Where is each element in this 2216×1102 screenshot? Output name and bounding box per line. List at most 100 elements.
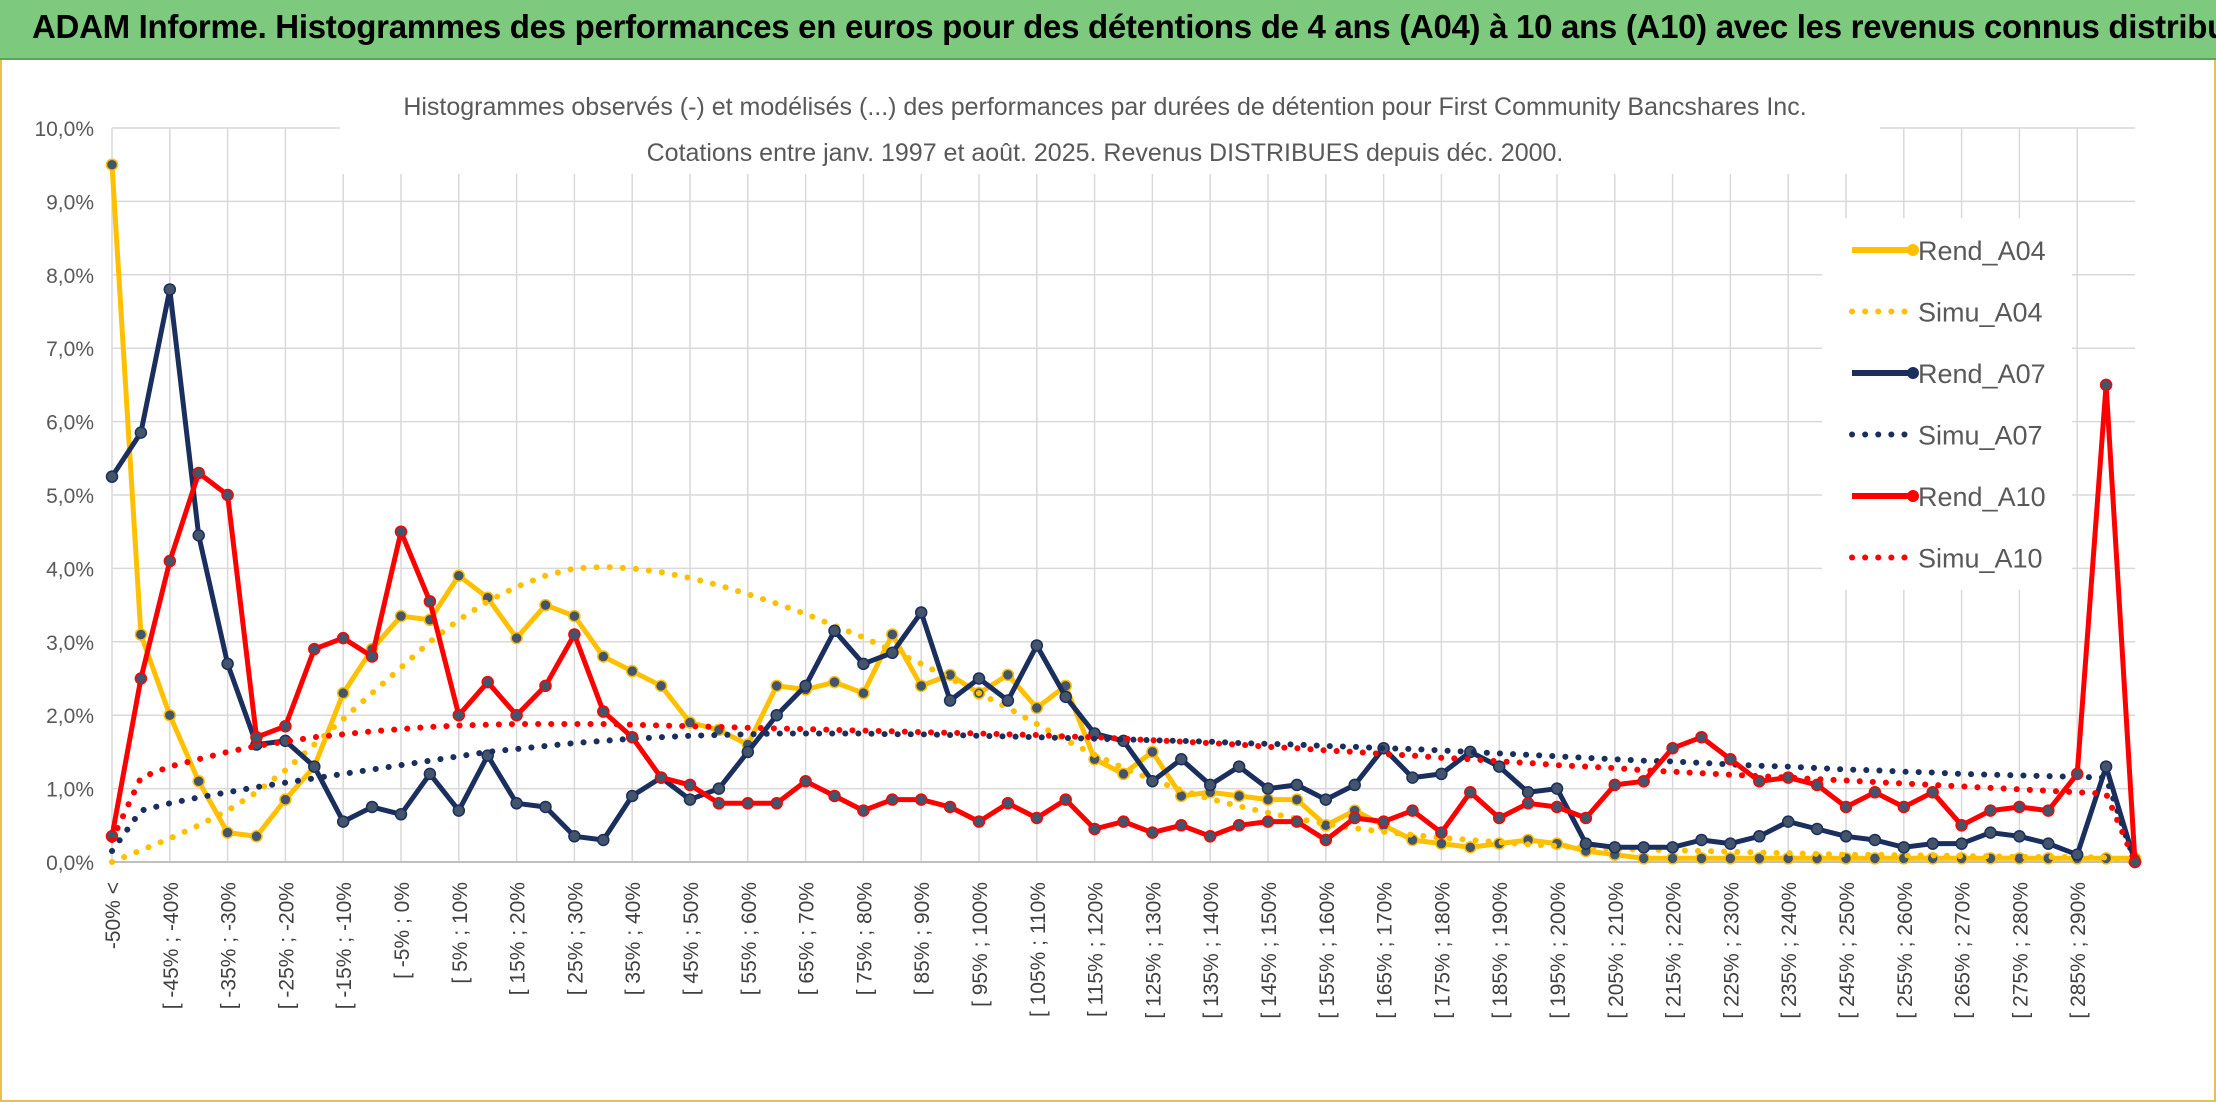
data-point <box>1175 789 1188 803</box>
data-point <box>1348 811 1361 825</box>
y-tick-label: 1,0% <box>46 779 94 802</box>
y-tick-label: 9,0% <box>46 191 94 214</box>
data-point <box>828 624 841 638</box>
data-point <box>712 797 726 810</box>
series-Rend_A10 <box>105 378 2142 869</box>
data-point <box>943 694 957 707</box>
data-point <box>625 664 639 678</box>
data-point <box>221 657 234 671</box>
data-point <box>2070 767 2084 781</box>
y-tick-label: 4,0% <box>46 558 94 581</box>
data-point <box>394 609 408 623</box>
x-tick-label: [ 15% ; 20% <box>507 882 530 995</box>
data-point <box>1724 837 1737 850</box>
data-point <box>1319 793 1333 806</box>
data-point <box>1695 833 1708 847</box>
data-point <box>1579 811 1593 825</box>
y-tick-label: 8,0% <box>46 265 94 288</box>
x-tick-label: [ 235% ; 240% <box>1778 882 1801 1019</box>
data-point <box>192 775 205 788</box>
data-point <box>770 679 783 693</box>
data-point <box>857 657 870 671</box>
data-point <box>1059 690 1072 704</box>
chart-title: Histogrammes observés (-) et modélisés (… <box>403 93 1806 121</box>
x-tick-label: [ 85% ; 90% <box>911 882 934 995</box>
x-tick-label: [ -35% ; -30% <box>218 882 241 1009</box>
data-point <box>134 426 148 439</box>
data-point <box>1897 841 1911 854</box>
data-point <box>828 675 841 689</box>
legend-item: Simu_A10 <box>1849 544 2043 574</box>
data-point <box>1030 639 1044 652</box>
data-point <box>597 705 610 718</box>
data-point <box>654 679 668 693</box>
data-point <box>510 708 523 722</box>
data-point <box>1839 800 1853 814</box>
series-Simu_A10 <box>109 721 2138 865</box>
data-point <box>1637 852 1650 865</box>
data-point <box>1955 819 1968 832</box>
x-tick-label: [ 255% ; 260% <box>1894 882 1917 1019</box>
data-point <box>1868 786 1882 799</box>
data-point <box>914 606 928 619</box>
data-point <box>1001 797 1015 810</box>
x-tick-label: [ 55% ; 60% <box>738 882 761 995</box>
y-tick-label: 10,0% <box>34 118 94 141</box>
chart-series <box>105 158 2142 869</box>
data-point <box>1030 701 1044 715</box>
data-point <box>2013 800 2026 814</box>
data-point <box>2013 830 2026 843</box>
data-point <box>1984 804 1997 817</box>
data-point <box>1290 815 1304 828</box>
data-point <box>914 679 928 693</box>
data-point <box>1146 745 1159 759</box>
data-point <box>163 708 177 722</box>
x-tick-label: [ 125% ; 130% <box>1142 882 1165 1019</box>
data-point <box>625 730 639 744</box>
data-point <box>1406 771 1419 784</box>
data-point <box>1984 826 1997 839</box>
data-point <box>625 789 639 803</box>
data-point <box>394 808 408 821</box>
data-point <box>712 782 726 795</box>
data-point <box>857 804 870 817</box>
y-tick-label: 3,0% <box>46 632 94 655</box>
data-point <box>452 804 466 817</box>
data-point <box>1261 793 1275 806</box>
data-point <box>1232 819 1246 832</box>
report-title: ADAM Informe. Histogrammes des performan… <box>32 8 2216 45</box>
data-point <box>365 800 379 814</box>
x-axis-ticks: -50% < [ -45% ; -40% [ -35% ; -30% [ -25% ;… <box>102 882 2090 1019</box>
x-tick-label: -50% < <box>102 882 125 949</box>
data-point <box>2099 378 2113 392</box>
chart-legend: Rend_A04 Simu_A04 Rend_A07 Simu_A07 Rend_A10… <box>1849 236 2046 574</box>
data-point <box>192 529 205 542</box>
legend-label: Rend_A04 <box>1918 236 2046 266</box>
data-point <box>308 642 321 656</box>
data-point <box>336 686 350 700</box>
data-point <box>1203 778 1217 792</box>
data-point <box>741 745 755 759</box>
x-tick-label: [ 25% ; 30% <box>564 882 587 995</box>
data-point <box>1550 800 1564 814</box>
data-point <box>1030 811 1044 825</box>
y-tick-label: 6,0% <box>46 412 94 435</box>
legend-marker <box>1907 367 1919 379</box>
x-tick-label: [ 175% ; 180% <box>1431 882 1454 1019</box>
data-point <box>539 800 552 814</box>
data-point <box>1232 789 1246 803</box>
data-point <box>134 628 148 641</box>
data-point <box>2099 760 2113 773</box>
report-banner: ADAM Informe. Histogrammes des performan… <box>0 0 2216 60</box>
data-point <box>914 793 928 806</box>
data-point <box>1175 819 1188 832</box>
legend-label: Simu_A07 <box>1918 421 2043 451</box>
data-point <box>105 470 119 483</box>
data-point <box>1926 837 1939 850</box>
x-tick-label: [ 45% ; 50% <box>680 882 703 995</box>
data-point <box>683 793 697 806</box>
y-tick-label: 5,0% <box>46 485 94 508</box>
data-point <box>1261 815 1275 828</box>
legend-label: Rend_A07 <box>1918 359 2046 389</box>
x-tick-label: [ 155% ; 160% <box>1316 882 1339 1019</box>
